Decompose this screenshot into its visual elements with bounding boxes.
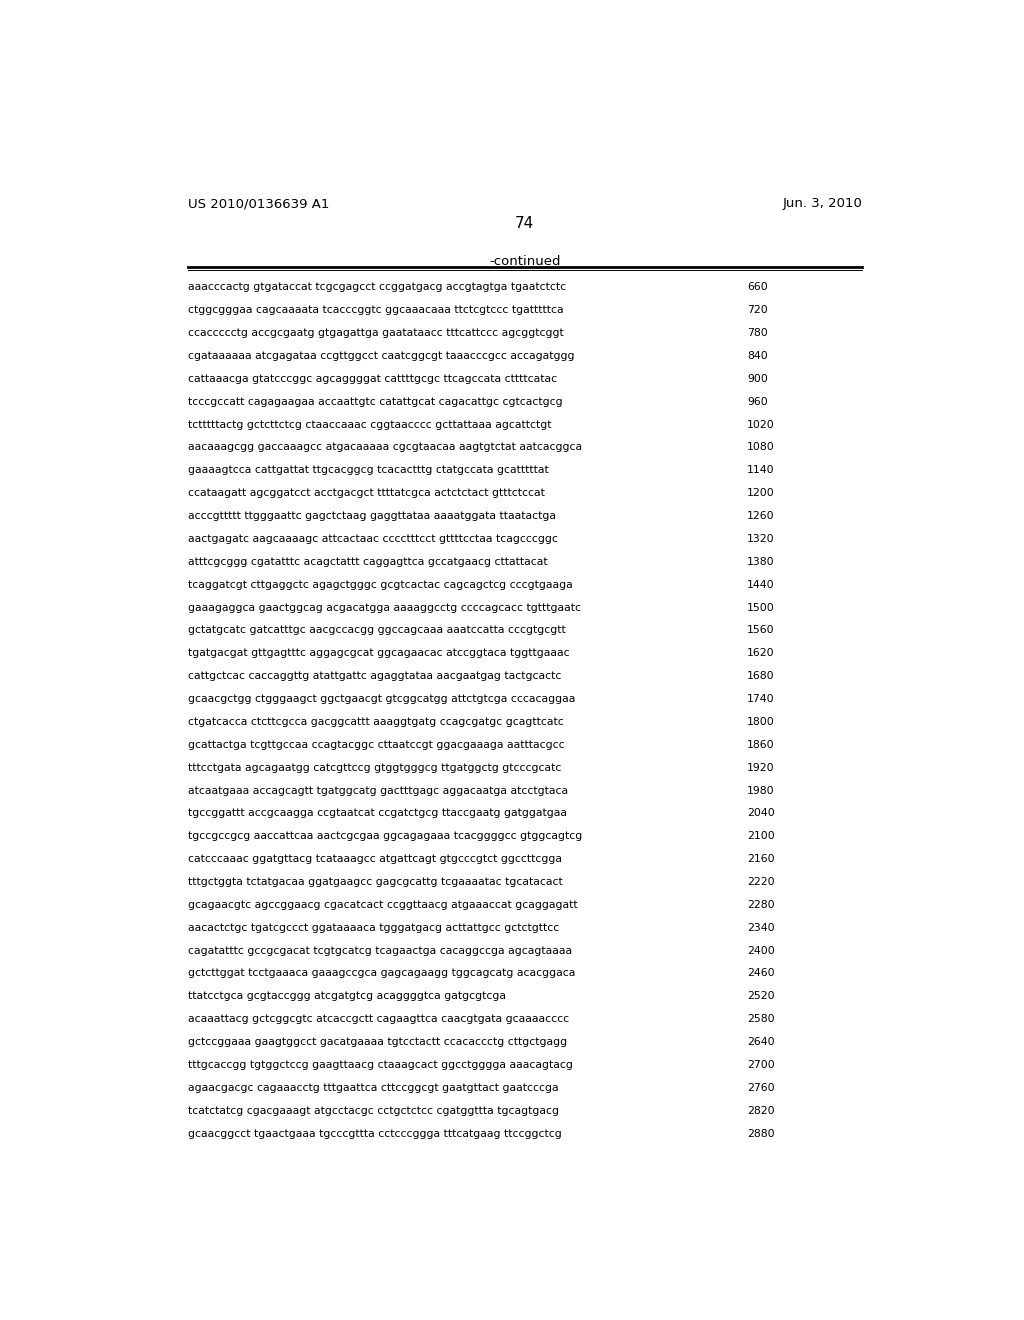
Text: 780: 780 [748, 329, 768, 338]
Text: atcaatgaaa accagcagtt tgatggcatg gactttgagc aggacaatga atcctgtaca: atcaatgaaa accagcagtt tgatggcatg gactttg… [187, 785, 567, 796]
Text: 2760: 2760 [748, 1082, 774, 1093]
Text: 1260: 1260 [748, 511, 774, 521]
Text: 1440: 1440 [748, 579, 774, 590]
Text: ccataagatt agcggatcct acctgacgct ttttatcgca actctctact gtttctccat: ccataagatt agcggatcct acctgacgct ttttatc… [187, 488, 545, 498]
Text: acccgttttt ttgggaattc gagctctaag gaggttataa aaaatggata ttaatactga: acccgttttt ttgggaattc gagctctaag gaggtta… [187, 511, 555, 521]
Text: gctatgcatc gatcatttgc aacgccacgg ggccagcaaa aaatccatta cccgtgcgtt: gctatgcatc gatcatttgc aacgccacgg ggccagc… [187, 626, 565, 635]
Text: tgccggattt accgcaagga ccgtaatcat ccgatctgcg ttaccgaatg gatggatgaa: tgccggattt accgcaagga ccgtaatcat ccgatct… [187, 808, 566, 818]
Text: tgatgacgat gttgagtttc aggagcgcat ggcagaacac atccggtaca tggttgaaac: tgatgacgat gttgagtttc aggagcgcat ggcagaa… [187, 648, 569, 659]
Text: cagatatttc gccgcgacat tcgtgcatcg tcagaactga cacaggccga agcagtaaaa: cagatatttc gccgcgacat tcgtgcatcg tcagaac… [187, 945, 571, 956]
Text: 2100: 2100 [748, 832, 775, 841]
Text: 1560: 1560 [748, 626, 774, 635]
Text: 660: 660 [748, 282, 768, 293]
Text: tgccgccgcg aaccattcaa aactcgcgaa ggcagagaaa tcacggggcc gtggcagtcg: tgccgccgcg aaccattcaa aactcgcgaa ggcagag… [187, 832, 582, 841]
Text: 1320: 1320 [748, 535, 774, 544]
Text: 1740: 1740 [748, 694, 774, 704]
Text: tcaggatcgt cttgaggctc agagctgggc gcgtcactac cagcagctcg cccgtgaaga: tcaggatcgt cttgaggctc agagctgggc gcgtcac… [187, 579, 572, 590]
Text: 1680: 1680 [748, 671, 774, 681]
Text: 1860: 1860 [748, 739, 774, 750]
Text: aacaaagcgg gaccaaagcc atgacaaaaa cgcgtaacaa aagtgtctat aatcacggca: aacaaagcgg gaccaaagcc atgacaaaaa cgcgtaa… [187, 442, 582, 453]
Text: ctgatcacca ctcttcgcca gacggcattt aaaggtgatg ccagcgatgc gcagttcatc: ctgatcacca ctcttcgcca gacggcattt aaaggtg… [187, 717, 563, 727]
Text: ctggcgggaa cagcaaaata tcacccggtc ggcaaacaaa ttctcgtccc tgatttttca: ctggcgggaa cagcaaaata tcacccggtc ggcaaac… [187, 305, 563, 315]
Text: -continued: -continued [489, 255, 560, 268]
Text: gcattactga tcgttgccaa ccagtacggc cttaatccgt ggacgaaaga aatttacgcc: gcattactga tcgttgccaa ccagtacggc cttaatc… [187, 739, 564, 750]
Text: gctcttggat tcctgaaaca gaaagccgca gagcagaagg tggcagcatg acacggaca: gctcttggat tcctgaaaca gaaagccgca gagcaga… [187, 969, 574, 978]
Text: 2400: 2400 [748, 945, 775, 956]
Text: tctttttactg gctcttctcg ctaaccaaac cggtaacccc gcttattaaa agcattctgt: tctttttactg gctcttctcg ctaaccaaac cggtaa… [187, 420, 551, 429]
Text: ccaccccctg accgcgaatg gtgagattga gaatataacc tttcattccc agcggtcggt: ccaccccctg accgcgaatg gtgagattga gaatata… [187, 329, 563, 338]
Text: catcccaaac ggatgttacg tcataaagcc atgattcagt gtgcccgtct ggccttcgga: catcccaaac ggatgttacg tcataaagcc atgattc… [187, 854, 561, 865]
Text: aacactctgc tgatcgccct ggataaaaca tgggatgacg acttattgcc gctctgttcc: aacactctgc tgatcgccct ggataaaaca tgggatg… [187, 923, 559, 933]
Text: 1380: 1380 [748, 557, 774, 566]
Text: tttgcaccgg tgtggctccg gaagttaacg ctaaagcact ggcctgggga aaacagtacg: tttgcaccgg tgtggctccg gaagttaacg ctaaagc… [187, 1060, 572, 1071]
Text: 2520: 2520 [748, 991, 774, 1002]
Text: cgataaaaaa atcgagataa ccgttggcct caatcggcgt taaacccgcc accagatggg: cgataaaaaa atcgagataa ccgttggcct caatcgg… [187, 351, 574, 360]
Text: cattaaacga gtatcccggc agcaggggat cattttgcgc ttcagccata cttttcatac: cattaaacga gtatcccggc agcaggggat cattttg… [187, 374, 557, 384]
Text: cattgctcac caccaggttg atattgattc agaggtataa aacgaatgag tactgcactc: cattgctcac caccaggttg atattgattc agaggta… [187, 671, 561, 681]
Text: 2220: 2220 [748, 876, 774, 887]
Text: 2340: 2340 [748, 923, 774, 933]
Text: 1200: 1200 [748, 488, 775, 498]
Text: agaacgacgc cagaaacctg tttgaattca cttccggcgt gaatgttact gaatcccga: agaacgacgc cagaaacctg tttgaattca cttccgg… [187, 1082, 558, 1093]
Text: gcaacggcct tgaactgaaa tgcccgttta cctcccggga tttcatgaag ttccggctcg: gcaacggcct tgaactgaaa tgcccgttta cctcccg… [187, 1129, 561, 1139]
Text: 1080: 1080 [748, 442, 775, 453]
Text: 2820: 2820 [748, 1106, 774, 1115]
Text: gcagaacgtc agccggaacg cgacatcact ccggttaacg atgaaaccat gcaggagatt: gcagaacgtc agccggaacg cgacatcact ccggtta… [187, 900, 578, 909]
Text: gcaacgctgg ctgggaagct ggctgaacgt gtcggcatgg attctgtcga cccacaggaa: gcaacgctgg ctgggaagct ggctgaacgt gtcggca… [187, 694, 574, 704]
Text: 2880: 2880 [748, 1129, 774, 1139]
Text: 2580: 2580 [748, 1014, 774, 1024]
Text: 2280: 2280 [748, 900, 774, 909]
Text: 2160: 2160 [748, 854, 774, 865]
Text: aactgagatc aagcaaaagc attcactaac cccctttcct gttttcctaa tcagcccggc: aactgagatc aagcaaaagc attcactaac ccccttt… [187, 535, 557, 544]
Text: 960: 960 [748, 397, 768, 407]
Text: 1500: 1500 [748, 602, 775, 612]
Text: tttgctggta tctatgacaa ggatgaagcc gagcgcattg tcgaaaatac tgcatacact: tttgctggta tctatgacaa ggatgaagcc gagcgca… [187, 876, 562, 887]
Text: ttatcctgca gcgtaccggg atcgatgtcg acaggggtca gatgcgtcga: ttatcctgca gcgtaccggg atcgatgtcg acagggg… [187, 991, 506, 1002]
Text: 1800: 1800 [748, 717, 775, 727]
Text: 2040: 2040 [748, 808, 775, 818]
Text: 74: 74 [515, 216, 535, 231]
Text: gaaaagtcca cattgattat ttgcacggcg tcacactttg ctatgccata gcatttttat: gaaaagtcca cattgattat ttgcacggcg tcacact… [187, 466, 548, 475]
Text: gctccggaaa gaagtggcct gacatgaaaa tgtcctactt ccacaccctg cttgctgagg: gctccggaaa gaagtggcct gacatgaaaa tgtccta… [187, 1038, 566, 1047]
Text: tttcctgata agcagaatgg catcgttccg gtggtgggcg ttgatggctg gtcccgcatc: tttcctgata agcagaatgg catcgttccg gtggtgg… [187, 763, 561, 772]
Text: aaacccactg gtgataccat tcgcgagcct ccggatgacg accgtagtga tgaatctctc: aaacccactg gtgataccat tcgcgagcct ccggatg… [187, 282, 565, 293]
Text: tcccgccatt cagagaagaa accaattgtc catattgcat cagacattgc cgtcactgcg: tcccgccatt cagagaagaa accaattgtc catattg… [187, 397, 562, 407]
Text: 720: 720 [748, 305, 768, 315]
Text: 1920: 1920 [748, 763, 774, 772]
Text: 2460: 2460 [748, 969, 774, 978]
Text: acaaattacg gctcggcgtc atcaccgctt cagaagttca caacgtgata gcaaaacccc: acaaattacg gctcggcgtc atcaccgctt cagaagt… [187, 1014, 568, 1024]
Text: Jun. 3, 2010: Jun. 3, 2010 [782, 197, 862, 210]
Text: 840: 840 [748, 351, 768, 360]
Text: 2640: 2640 [748, 1038, 774, 1047]
Text: US 2010/0136639 A1: US 2010/0136639 A1 [187, 197, 329, 210]
Text: 1620: 1620 [748, 648, 774, 659]
Text: 1020: 1020 [748, 420, 775, 429]
Text: atttcgcggg cgatatttc acagctattt caggagttca gccatgaacg cttattacat: atttcgcggg cgatatttc acagctattt caggagtt… [187, 557, 547, 566]
Text: gaaagaggca gaactggcag acgacatgga aaaaggcctg ccccagcacc tgtttgaatc: gaaagaggca gaactggcag acgacatgga aaaaggc… [187, 602, 581, 612]
Text: tcatctatcg cgacgaaagt atgcctacgc cctgctctcc cgatggttta tgcagtgacg: tcatctatcg cgacgaaagt atgcctacgc cctgctc… [187, 1106, 558, 1115]
Text: 900: 900 [748, 374, 768, 384]
Text: 1140: 1140 [748, 466, 774, 475]
Text: 1980: 1980 [748, 785, 774, 796]
Text: 2700: 2700 [748, 1060, 775, 1071]
